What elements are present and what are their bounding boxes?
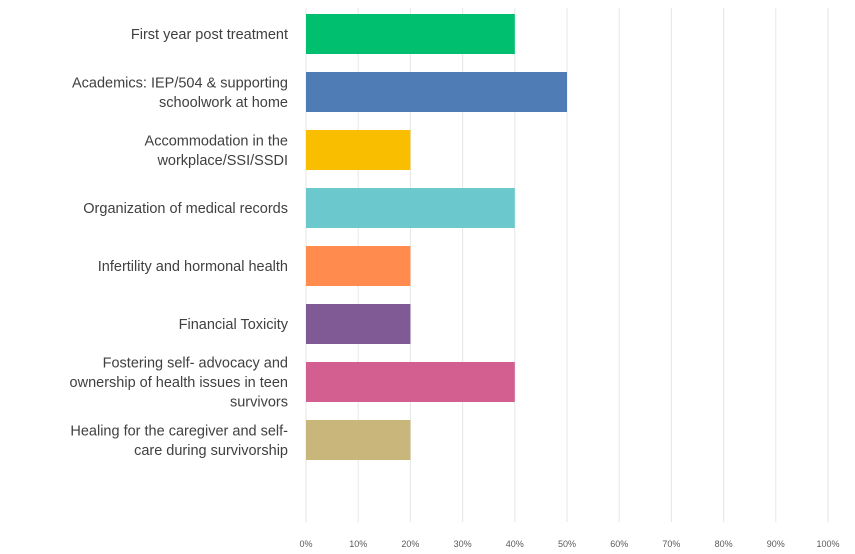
- x-tick-label: 30%: [454, 539, 472, 549]
- x-tick-label: 40%: [506, 539, 524, 549]
- category-label: Healing for the caregiver and self-care …: [70, 423, 288, 459]
- category-label: Financial Toxicity: [179, 317, 289, 333]
- x-tick-label: 0%: [299, 539, 312, 549]
- category-label-line: Accommodation in the: [145, 133, 288, 149]
- x-tick-label: 50%: [558, 539, 576, 549]
- x-tick-label: 80%: [715, 539, 733, 549]
- category-label-line: survivors: [230, 395, 288, 411]
- bar: [306, 304, 411, 344]
- bar: [306, 246, 411, 286]
- bar: [306, 362, 515, 402]
- bar: [306, 130, 411, 170]
- x-tick-label: 100%: [816, 539, 839, 549]
- bar: [306, 188, 515, 228]
- x-tick-label: 60%: [610, 539, 628, 549]
- bar: [306, 72, 567, 112]
- category-label-line: schoolwork at home: [159, 95, 288, 111]
- category-label-line: workplace/SSI/SSDI: [156, 153, 288, 169]
- category-label-line: ownership of health issues in teen: [70, 375, 288, 391]
- category-label-line: Healing for the caregiver and self-: [70, 423, 288, 439]
- x-tick-label: 10%: [349, 539, 367, 549]
- category-label-line: Fostering self- advocacy and: [103, 356, 288, 372]
- category-label-line: First year post treatment: [131, 27, 288, 43]
- category-label-line: Academics: IEP/504 & supporting: [72, 75, 288, 91]
- category-label: Organization of medical records: [83, 201, 288, 217]
- x-tick-label: 20%: [401, 539, 419, 549]
- x-tick-label: 70%: [662, 539, 680, 549]
- x-axis-ticks: 0% 10% 20% 30% 40% 50% 60% 70% 80% 90% 100%: [299, 539, 839, 549]
- category-label-line: Organization of medical records: [83, 201, 288, 217]
- bars: [306, 14, 567, 460]
- category-label-line: care during survivorship: [134, 443, 288, 459]
- category-label: First year post treatment: [131, 27, 288, 43]
- category-label-line: Financial Toxicity: [179, 317, 289, 333]
- category-label: Fostering self- advocacy and ownership of…: [70, 356, 288, 411]
- bar: [306, 420, 411, 460]
- bar: [306, 14, 515, 54]
- category-labels: First year post treatment Academics: IEP/…: [70, 27, 289, 459]
- category-label: Infertility and hormonal health: [98, 259, 288, 275]
- category-label: Academics: IEP/504 & supporting schoolwor…: [72, 75, 288, 111]
- x-tick-label: 90%: [767, 539, 785, 549]
- category-label-line: Infertility and hormonal health: [98, 259, 288, 275]
- category-label: Accommodation in the workplace/SSI/SSDI: [145, 133, 288, 169]
